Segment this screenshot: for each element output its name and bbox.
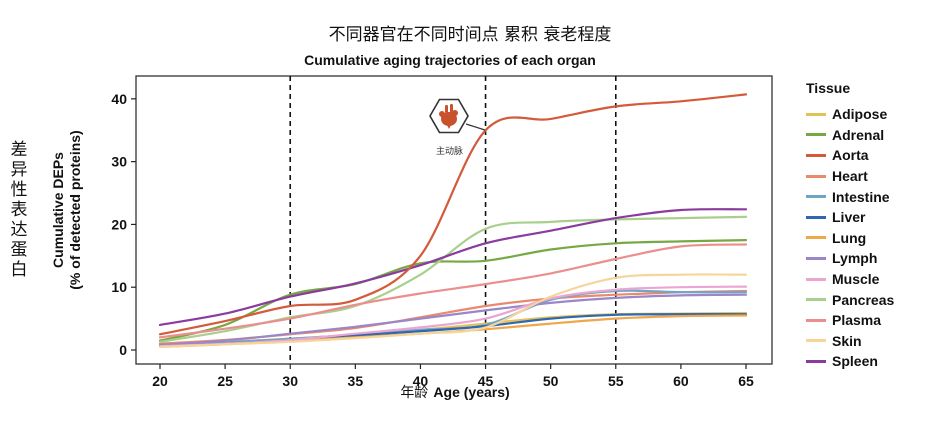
legend-label: Liver: [832, 209, 866, 226]
x-tick-label: 65: [738, 373, 754, 389]
series-line-adrenal: [158, 239, 748, 342]
axis-layer: 20 25 30 35 40 45 50 55 60 65 0 10 20 30 40: [111, 91, 754, 389]
legend-swatch: [806, 359, 826, 363]
y-tick-label: 0: [119, 342, 127, 358]
legend-item-pancreas: Pancreas: [806, 289, 936, 310]
legend-swatch: [806, 236, 826, 240]
legend-label: Pancreas: [832, 291, 895, 308]
legend-swatch: [806, 339, 826, 343]
legend-item-intestine: Intestine: [806, 186, 936, 207]
legend-item-spleen: Spleen: [806, 351, 936, 372]
legend-item-adipose: Adipose: [806, 104, 936, 125]
y-tick-label: 20: [111, 216, 127, 232]
legend-label: Spleen: [832, 353, 878, 370]
legend-item-plasma: Plasma: [806, 310, 936, 331]
legend-label: Lung: [832, 229, 867, 246]
series-line-spleen: [158, 208, 748, 326]
x-tick-label: 35: [348, 373, 364, 389]
aorta-annotation: 主动脉: [429, 98, 469, 157]
legend-label: Adipose: [832, 106, 888, 123]
series-line-aorta: [158, 93, 748, 336]
series-layer: [158, 93, 748, 348]
legend-swatch: [806, 133, 826, 137]
series-line-plasma: [158, 243, 748, 339]
x-tick-label: 45: [478, 373, 494, 389]
x-tick-label: 40: [413, 373, 429, 389]
legend-swatch: [806, 195, 826, 199]
series-line-skin: [158, 273, 748, 348]
legend-swatch: [806, 112, 826, 116]
legend-swatch: [806, 174, 826, 178]
y-tick-label: 30: [111, 154, 127, 170]
chart-title: Cumulative aging trajectories of each or…: [304, 52, 596, 68]
x-tick-label: 20: [152, 373, 168, 389]
legend-label: Heart: [832, 168, 868, 185]
legend-swatch: [806, 318, 826, 322]
legend-label: Intestine: [832, 188, 890, 205]
legend-item-lung: Lung: [806, 228, 936, 249]
legend-item-lymph: Lymph: [806, 248, 936, 269]
legend-label: Aorta: [832, 147, 869, 164]
legend-swatch: [806, 277, 826, 281]
legend-label: Adrenal: [832, 126, 885, 143]
legend-item-aorta: Aorta: [806, 145, 936, 166]
legend-item-muscle: Muscle: [806, 269, 936, 290]
legend-swatch: [806, 153, 826, 157]
legend-swatch: [806, 298, 826, 302]
legend-item-adrenal: Adrenal: [806, 125, 936, 146]
legend-label: Muscle: [832, 271, 880, 288]
legend-title: Tissue: [806, 80, 851, 96]
chinese-y-axis-label: 差异性表达蛋白: [10, 140, 28, 280]
annotation-label: 主动脉: [436, 145, 463, 157]
legend: Tissue Adipose Adrenal Aorta Heart Intestine…: [806, 80, 936, 372]
legend-label: Skin: [832, 332, 862, 349]
x-tick-label: 50: [543, 373, 559, 389]
legend-item-liver: Liver: [806, 207, 936, 228]
legend-item-skin: Skin: [806, 331, 936, 352]
series-line-lymph: [158, 293, 748, 347]
legend-label: Plasma: [832, 312, 882, 329]
heart-organ-icon: [439, 104, 458, 129]
x-tick-label: 55: [608, 373, 624, 389]
y-tick-label: 40: [111, 91, 127, 107]
y-tick-label: 10: [111, 279, 127, 295]
x-axis-label: Age (years): [433, 384, 510, 400]
x-tick-label: 30: [282, 373, 298, 389]
x-axis-label-group: 年龄 Age (years): [135, 382, 775, 402]
plot-frame: [135, 75, 773, 365]
legend-swatch: [806, 256, 826, 260]
legend-item-heart: Heart: [806, 166, 936, 187]
legend-label: Lymph: [832, 250, 878, 267]
legend-items: Adipose Adrenal Aorta Heart Intestine Liver Lu…: [806, 104, 936, 372]
x-tick-label: 25: [217, 373, 233, 389]
annotation-pointer: [465, 123, 486, 131]
x-tick-label: 60: [673, 373, 689, 389]
legend-swatch: [806, 215, 826, 219]
chinese-x-axis-label: 年龄: [400, 385, 429, 401]
chinese-title: 不同器官在不同时间点 累积 衰老程度: [328, 25, 612, 45]
